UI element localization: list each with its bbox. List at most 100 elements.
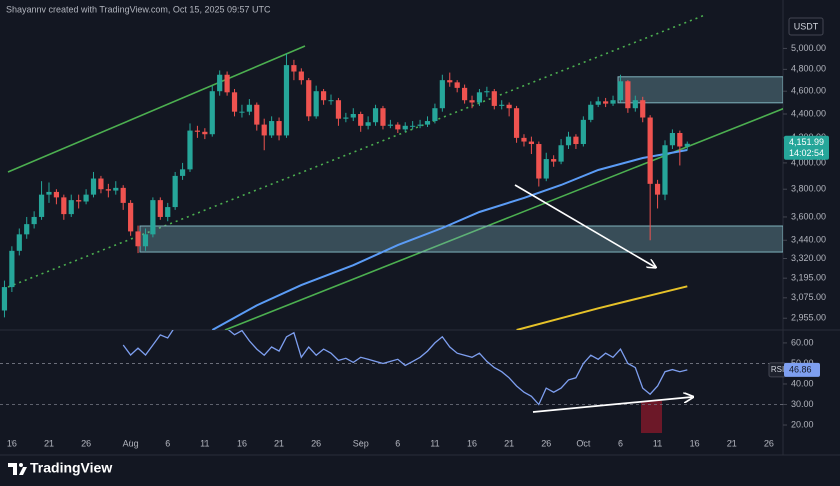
logo-dot — [19, 463, 23, 467]
rsi-y-tick-label: 50.00 — [791, 358, 814, 368]
candle-body — [142, 234, 149, 247]
candle-body — [150, 200, 156, 235]
candle-body — [320, 91, 327, 101]
candle-body — [135, 231, 141, 247]
candle-body — [90, 178, 97, 195]
candle-body — [603, 101, 609, 104]
candle-body — [417, 124, 423, 126]
candle-body — [647, 117, 653, 184]
x-tick-label: 26 — [764, 438, 774, 448]
y-tick-label: 2,955.00 — [791, 313, 826, 323]
price-pane — [1, 14, 783, 330]
candle-body — [61, 197, 67, 215]
candle-body — [558, 145, 564, 162]
candle-body — [31, 216, 37, 225]
x-tick-label: 16 — [467, 438, 477, 448]
candle-body — [283, 65, 290, 136]
last-price-box — [784, 135, 829, 160]
x-tick-label: 21 — [44, 438, 54, 448]
candle-body — [179, 169, 186, 176]
candle-body — [313, 91, 319, 117]
candle-body — [83, 194, 89, 202]
candle-body — [677, 133, 683, 147]
candle-body — [254, 104, 260, 125]
candle-body — [46, 191, 52, 195]
candle-body — [24, 224, 30, 235]
candle-body — [365, 122, 371, 126]
candle-body — [521, 137, 527, 142]
y-tick-label: 3,600.00 — [791, 211, 826, 221]
logo-mark — [8, 463, 17, 475]
rsi-pane — [0, 330, 783, 433]
candle-body — [536, 144, 542, 179]
x-tick-label: 21 — [274, 438, 284, 448]
rsi-y-tick-label: 60.00 — [791, 337, 814, 347]
candle-body — [506, 104, 512, 109]
rsi-arrow — [532, 397, 692, 413]
candle-body — [662, 145, 668, 195]
candle-body — [632, 100, 638, 109]
candle-body — [113, 187, 119, 191]
candle-body — [217, 74, 223, 92]
candle-body — [194, 130, 201, 132]
candle-body — [528, 141, 535, 145]
candle-body — [625, 81, 631, 109]
x-tick-label: 11 — [653, 438, 662, 448]
candle-body — [105, 189, 111, 191]
zone — [139, 225, 783, 253]
candle-body — [16, 234, 22, 251]
rsi-value-box — [784, 362, 820, 377]
candle-body — [209, 91, 215, 135]
candle-body — [588, 104, 594, 120]
candle-body — [202, 131, 208, 135]
logo-text: TradingView — [30, 460, 112, 476]
x-tick-label: 26 — [311, 438, 321, 448]
candle-body — [469, 100, 475, 103]
candle-body — [513, 108, 520, 138]
x-tick-label: Aug — [123, 438, 139, 448]
candle-body — [246, 104, 252, 112]
y-tick-label: 4,600.00 — [791, 86, 826, 96]
currency-box — [788, 17, 824, 36]
x-tick-label: 21 — [504, 438, 514, 448]
candle-body — [98, 178, 104, 190]
candle-body — [261, 124, 267, 136]
candle-body — [484, 91, 490, 93]
x-tick-label: Oct — [576, 438, 591, 448]
candle-body — [654, 183, 661, 195]
candle-body — [53, 191, 60, 198]
x-tick-label: 26 — [81, 438, 91, 448]
y-tick-label: 3,440.00 — [791, 235, 826, 245]
candle-body — [580, 119, 586, 145]
candle-body — [328, 100, 334, 102]
candle-body — [669, 133, 676, 146]
countdown: 14:02:54 — [789, 148, 824, 158]
attribution: Shayannv created with TradingView.com, O… — [6, 4, 271, 14]
y-tick-label: 4,800.00 — [791, 64, 826, 74]
x-tick-label: 16 — [7, 438, 17, 448]
candle-body — [684, 143, 690, 147]
candle-body — [380, 108, 386, 126]
candle-body — [120, 187, 126, 203]
x-tick-label: 11 — [430, 438, 439, 448]
x-tick-label: 26 — [541, 438, 551, 448]
candle-body — [387, 124, 393, 126]
y-tick-label: 3,195.00 — [791, 273, 826, 283]
logo: TradingView — [8, 460, 112, 476]
candle-body — [617, 81, 624, 101]
candle-body — [462, 87, 468, 101]
rsi-value-label: 46.86 — [789, 364, 812, 374]
x-tick-label: Sep — [353, 438, 369, 448]
candle-body — [172, 175, 178, 208]
candle-body — [573, 136, 579, 145]
candle-body — [372, 108, 379, 123]
channel-upper — [7, 45, 306, 173]
y-tick-label: 3,075.00 — [791, 292, 826, 302]
candle-body — [543, 159, 549, 179]
candle-body — [499, 104, 505, 106]
rsi-y-tick-label: 40.00 — [791, 378, 814, 388]
candle-body — [231, 92, 238, 112]
rsi-highlight — [641, 401, 662, 433]
x-tick-label: 6 — [618, 438, 623, 448]
candle-body — [395, 124, 401, 130]
